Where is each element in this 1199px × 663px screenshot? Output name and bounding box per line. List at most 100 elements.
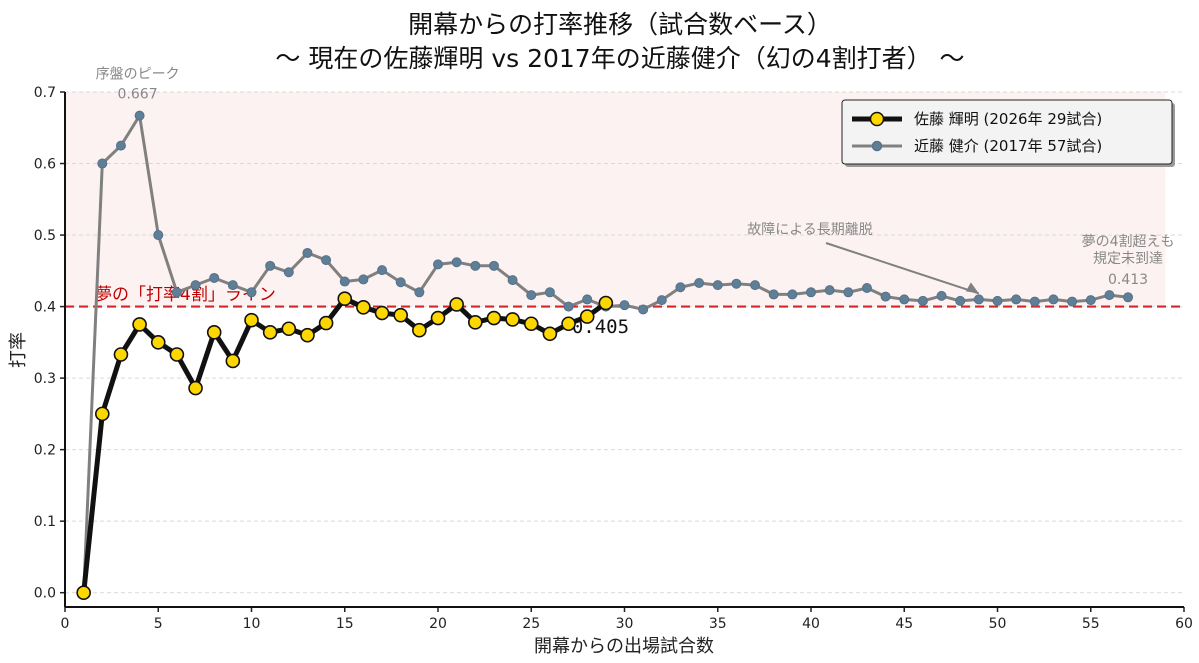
axes: 0.0 0.1 0.2 0.3 0.4 0.5 0.6 0.7 0 5 10 15 20 25 30 35 40… [34,85,1193,632]
kondo-data-point [955,295,966,306]
kondo-data-point [1067,296,1078,307]
kondo-data-point [675,282,686,293]
sato-data-point [113,347,129,362]
kondo-data-point [395,277,406,288]
sato-data-point [95,406,110,422]
series-group [76,110,1134,600]
sato-data-point [225,353,241,369]
kondo-data-point [731,278,742,289]
kondo-data-point [507,275,518,286]
kondo-data-point [992,295,1003,306]
annotation-injury: 故障による長期離脱 [747,221,873,238]
sato-data-point [150,335,166,350]
sato-data-point [188,380,203,396]
kondo-data-point [526,290,537,301]
sato-data-point [579,309,595,324]
x-tick-label: 60 [1175,616,1193,632]
kondo-data-point [209,272,220,283]
kondo-data-point [190,280,201,291]
kondo-data-point [470,260,481,271]
annotation-arrow-line [825,242,980,295]
y-tick-label: 0.6 [34,157,56,173]
legend-kondo-label: 近藤 健介 (2017年 57試合) [914,137,1102,155]
y-tick-label: 0.3 [34,371,56,387]
kondo-data-point [787,289,798,300]
kondo-data-point [134,110,145,121]
kondo-data-point [321,255,332,266]
sato-data-point [169,347,185,362]
sato-data-point [132,317,147,332]
annotation-dream-exceeded: 夢の4割超えも [1082,233,1175,250]
kondo-data-point [97,158,108,169]
sato-data-point [76,585,91,600]
annotation-kondo-final-value: 0.413 [1108,272,1148,288]
annotation-early-peak: 序盤のピーク [96,67,180,83]
legend-sato-marker [869,111,885,127]
reference-line-label: 夢の「打率4割」ライン [95,285,276,305]
kondo-data-point [638,304,649,315]
kondo-data-point [302,247,313,258]
kondo-data-point [656,295,667,306]
sato-data-point [486,310,502,326]
legend-box [841,99,1173,165]
sato-data-point [393,307,409,323]
legend-kondo-marker [871,140,883,152]
sato-data-point [505,312,520,327]
sato-data-point [356,299,371,315]
kondo-data-point [712,280,723,291]
kondo-data-point [824,285,835,296]
kondo-data-point [619,300,630,311]
sato-data-point [300,327,315,343]
x-tick-label: 5 [154,616,163,632]
kondo-data-point [227,280,238,291]
kondo-data-point [377,265,388,276]
sato-data-point [598,295,614,311]
sato-data-point [449,297,464,312]
kondo-data-point [843,287,854,298]
kondo-data-point [115,140,126,151]
y-axis-label: 打率 [8,332,29,368]
x-tick-label: 0 [61,616,70,632]
kondo-data-point [582,294,593,305]
annotations: 夢の「打率4割」ライン 序盤のピーク 0.667 故障による長期離脱夢の4割超えも規定… [95,67,1175,338]
kondo-data-point [414,287,425,298]
annotation-unqualified: 規定未到達 [1093,251,1163,267]
y-tick-label: 0.4 [34,300,56,316]
kondo-data-point [936,290,947,301]
chart-title: 開幕からの打率推移（試合数ベース） [408,10,832,39]
kondo-data-point [806,287,816,298]
y-tick-label: 0.5 [34,228,56,244]
kondo-data-point [899,294,910,305]
y-tick-label: 0.2 [34,443,56,459]
x-tick-label: 30 [616,616,634,632]
kondo-data-point [265,260,276,271]
kondo-data-point [880,291,891,302]
kondo-data-point [1048,294,1059,305]
sato-data-point [523,316,539,332]
kondo-data-point [694,277,705,288]
kondo-data-point [488,260,499,271]
sato-data-point [561,316,576,332]
x-tick-label: 25 [522,616,540,632]
sato-data-point [430,310,446,326]
x-tick-label: 55 [1082,616,1100,632]
annotation-peak-value: 0.667 [118,87,158,103]
kondo-data-point [153,230,164,241]
y-tick-label: 0.1 [34,514,56,530]
kondo-data-point [1029,296,1040,307]
x-axis-label: 開幕からの出場試合数 [534,636,714,657]
x-tick-label: 10 [243,616,261,632]
legend-sato-label: 佐藤 輝明 (2026年 29試合) [914,110,1102,128]
kondo-data-point [973,294,984,305]
sato-data-point [412,322,427,338]
kondo-data-point [171,287,182,298]
x-tick-label: 35 [709,616,727,632]
kondo-data-point [283,267,294,278]
sato-data-point [244,312,259,328]
annotation-arrow-head [965,282,979,294]
kondo-data-point [1011,294,1022,305]
y-tick-label: 0.7 [34,85,56,101]
chart-subtitle: 〜 現在の佐藤輝明 vs 2017年の近藤健介（幻の4割打者） 〜 [275,44,964,73]
kondo-data-point [544,287,555,298]
kondo-data-point [917,295,928,306]
